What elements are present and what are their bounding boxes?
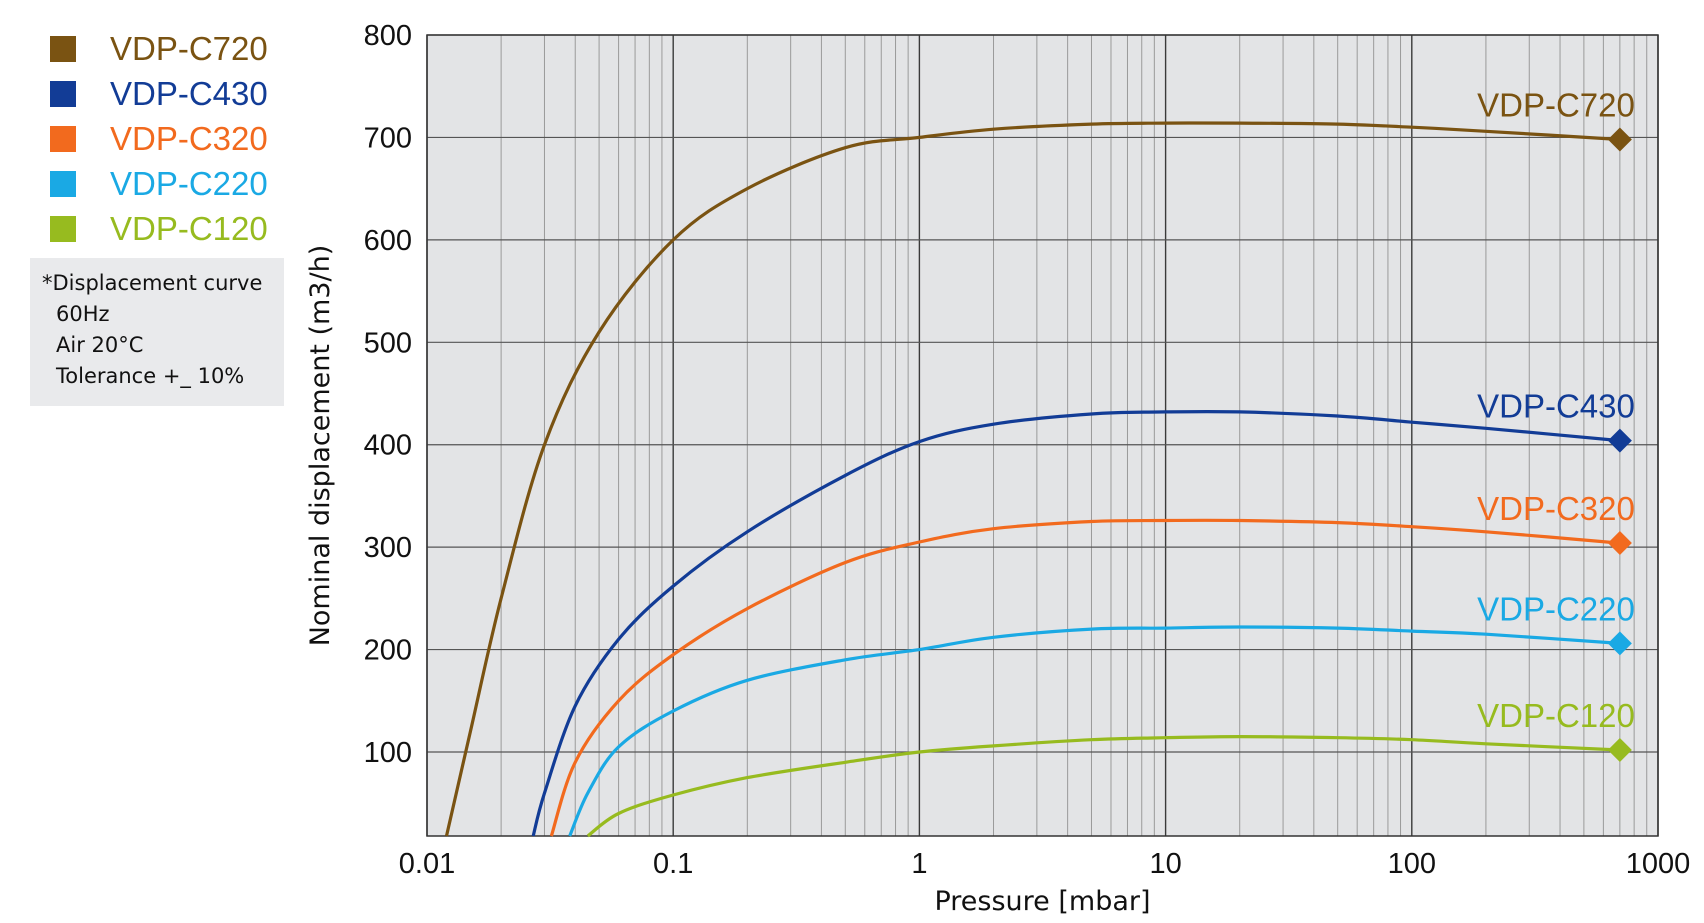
note-line: Air 20°C [56, 333, 144, 357]
end-marker [1607, 737, 1632, 762]
legend-swatch [50, 35, 76, 62]
series-vdp-c220: VDP-C220 [568, 590, 1635, 837]
y-tick-label: 500 [364, 327, 412, 359]
legend-item-c430: VDP-C430 [50, 71, 268, 116]
series-line [568, 625, 1621, 837]
end-marker [1607, 531, 1632, 556]
legend-label: VDP-C320 [110, 119, 268, 157]
end-marker [1607, 127, 1632, 152]
note-line: 60Hz [56, 302, 110, 326]
legend-label: VDP-C430 [110, 74, 268, 112]
y-tick-label: 800 [364, 20, 412, 52]
series-end-label: VDP-C220 [1477, 590, 1635, 627]
note-line: Tolerance +_ 10% [56, 364, 245, 388]
x-tick-label: 100 [1388, 848, 1436, 880]
series-line [549, 518, 1621, 837]
legend-swatch [50, 80, 76, 107]
series-vdp-c720: VDP-C720 [444, 86, 1635, 837]
y-axis-title: Nominal displacement (m3/h) [305, 245, 336, 647]
x-tick-label: 10 [1149, 848, 1181, 880]
series-vdp-c430: VDP-C430 [531, 388, 1635, 837]
end-marker [1607, 428, 1632, 453]
series-line [444, 121, 1620, 837]
legend-label: VDP-C720 [110, 29, 268, 67]
series-end-label: VDP-C120 [1477, 697, 1635, 734]
y-tick-label: 300 [364, 532, 412, 564]
legend-label: VDP-C120 [110, 209, 268, 247]
y-tick-label: 100 [364, 737, 412, 769]
plot-area [427, 35, 1658, 836]
legend-item-c320: VDP-C320 [50, 116, 268, 161]
legend-item-c720: VDP-C720 [50, 26, 268, 71]
end-marker [1607, 631, 1632, 656]
series-line [586, 735, 1620, 838]
note-line: *Displacement curve [42, 271, 263, 295]
grid [426, 34, 1659, 836]
x-tick-label: 0.1 [653, 848, 693, 880]
series-end-label: VDP-C320 [1477, 490, 1635, 527]
plot-frame [426, 34, 1659, 837]
series-vdp-c120: VDP-C120 [586, 697, 1635, 838]
x-tick-label: 0.01 [399, 848, 455, 880]
legend-swatch [50, 170, 76, 197]
x-tick-label: 1000 [1626, 848, 1691, 880]
series-vdp-c320: VDP-C320 [549, 490, 1635, 837]
x-tick-label: 1 [911, 848, 927, 880]
y-tick-label: 200 [364, 635, 412, 667]
legend-swatch [50, 125, 76, 152]
y-tick-label: 600 [364, 225, 412, 257]
y-tick-label: 700 [364, 122, 412, 154]
legend-swatch [50, 215, 76, 242]
legend-item-c220: VDP-C220 [50, 161, 268, 206]
series-line [531, 409, 1621, 837]
legend: VDP-C720 VDP-C430 VDP-C320 VDP-C220 VDP-… [50, 26, 268, 251]
legend-label: VDP-C220 [110, 164, 268, 202]
y-tick-label: 400 [364, 430, 412, 462]
legend-item-c120: VDP-C120 [50, 206, 268, 251]
x-axis-title: Pressure [mbar] [934, 886, 1150, 917]
conditions-note: *Displacement curve 60Hz Air 20°C Tolera… [30, 258, 284, 406]
series-end-label: VDP-C720 [1477, 86, 1635, 123]
series-end-label: VDP-C430 [1477, 388, 1635, 425]
